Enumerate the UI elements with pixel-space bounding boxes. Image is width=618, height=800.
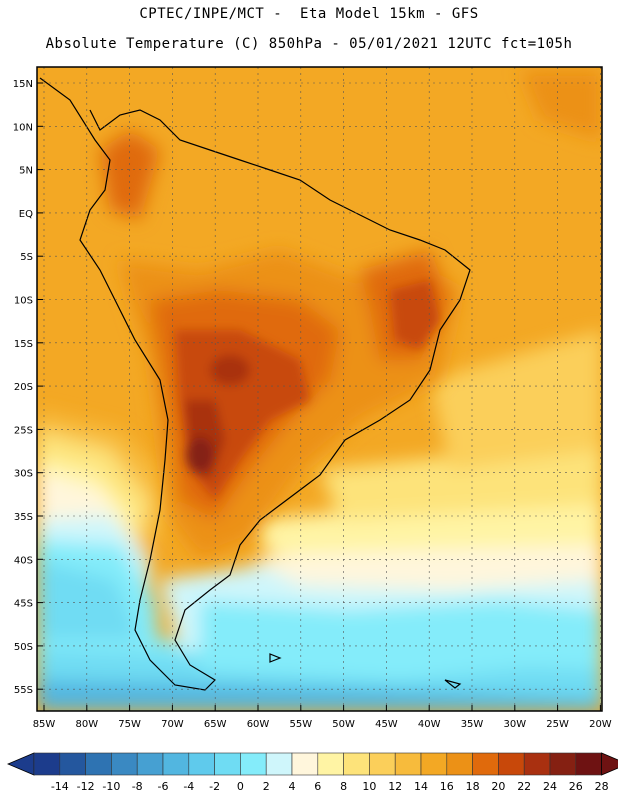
legend-swatch — [369, 752, 396, 776]
legend-swatch — [111, 752, 138, 776]
lon-label: 70W — [161, 719, 184, 730]
temperature-map: 15N 10N 5N EQ 5S 10S 15S 20S 25S 30S 35S 40S 45S 50S 5… — [13, 66, 612, 730]
legend-swatch — [343, 752, 370, 776]
title-line-2: Absolute Temperature (C) 850hPa - 05/01/… — [45, 36, 573, 52]
legend-swatch — [214, 752, 241, 776]
legend-label: 26 — [569, 780, 583, 793]
lon-label: 65W — [204, 719, 227, 730]
lon-label: 35W — [461, 719, 484, 730]
legend-label: -2 — [209, 780, 220, 793]
legend-label: 18 — [466, 780, 480, 793]
lat-label: 50S — [14, 642, 33, 653]
lat-label: 30S — [14, 469, 33, 480]
legend-arrow-right — [601, 752, 618, 776]
coastlines — [39, 77, 471, 691]
legend-swatch — [265, 752, 293, 776]
lat-label: 10N — [13, 122, 33, 133]
legend-swatch — [472, 752, 499, 776]
lat-label: 55S — [14, 685, 33, 696]
legend-swatch — [523, 752, 551, 776]
legend-label: 22 — [517, 780, 531, 793]
legend-swatch — [136, 752, 164, 776]
legend-label: 28 — [595, 780, 609, 793]
lat-label: 5S — [20, 252, 33, 263]
legend-label: 20 — [491, 780, 505, 793]
lon-label: 75W — [118, 719, 141, 730]
lat-label: 40S — [14, 555, 33, 566]
legend-swatch — [291, 752, 319, 776]
legend-label: 14 — [414, 780, 428, 793]
color-legend: -14 -12 -10 -8 -6 -4 -2 0 2 4 6 8 10 12 14 16 18 20 22 24 26… — [6, 752, 618, 793]
lat-label: 10S — [14, 296, 33, 307]
legend-swatch — [188, 752, 215, 776]
graticule — [37, 67, 602, 711]
lat-label: 35S — [14, 512, 33, 523]
legend-label: 24 — [543, 780, 557, 793]
latitude-labels: 15N 10N 5N EQ 5S 10S 15S 20S 25S 30S 35S 40S 45S 50S 5… — [13, 79, 33, 696]
legend-label: 10 — [362, 780, 376, 793]
title-line-1: CPTEC/INPE/MCT - Eta Model 15km - GFS — [139, 6, 479, 22]
legend-swatch — [575, 752, 602, 776]
legend-label: -8 — [132, 780, 143, 793]
lon-label: 80W — [75, 719, 98, 730]
legend-swatch — [446, 752, 473, 776]
lat-label: 20S — [14, 382, 33, 393]
lon-label: 40W — [418, 719, 441, 730]
legend-swatch — [33, 752, 61, 776]
legend-label: 6 — [314, 780, 321, 793]
legend-swatch — [59, 752, 86, 776]
longitude-labels: 85W 80W 75W 70W 65W 60W 55W 50W 45W 40W 35W 30W 25W 2… — [33, 719, 612, 730]
legend-label: 8 — [340, 780, 347, 793]
lon-label: 45W — [375, 719, 398, 730]
lon-label: 60W — [247, 719, 270, 730]
legend-label: 0 — [237, 780, 244, 793]
legend-swatch — [162, 752, 190, 776]
lat-label: 15S — [14, 339, 33, 350]
lon-label: 25W — [546, 719, 569, 730]
legend-swatch — [394, 752, 422, 776]
legend-label: 16 — [440, 780, 454, 793]
legend-label: -14 — [51, 780, 69, 793]
lat-label: 25S — [14, 425, 33, 436]
legend-swatch — [240, 752, 267, 776]
lat-label: 45S — [14, 599, 33, 610]
legend-swatch — [549, 752, 577, 776]
legend-label: 12 — [388, 780, 402, 793]
legend-label: -4 — [183, 780, 194, 793]
lon-label: 50W — [332, 719, 355, 730]
map-frame — [36, 66, 603, 712]
legend-label: 2 — [263, 780, 270, 793]
lon-label: 55W — [289, 719, 312, 730]
lon-label: 20W — [589, 719, 612, 730]
lon-label: 85W — [33, 719, 56, 730]
legend-arrow-left — [6, 752, 35, 776]
legend-label: -12 — [77, 780, 95, 793]
lat-label: EQ — [19, 209, 33, 220]
lat-label: 15N — [13, 79, 33, 90]
lon-label: 30W — [503, 719, 526, 730]
temperature-field — [37, 67, 602, 711]
legend-label: 4 — [289, 780, 296, 793]
lat-label: 5N — [19, 166, 33, 177]
legend-swatch — [420, 752, 448, 776]
legend-label: -6 — [158, 780, 169, 793]
legend-swatch — [85, 752, 112, 776]
legend-swatch — [498, 752, 525, 776]
legend-label: -10 — [102, 780, 120, 793]
legend-swatch — [317, 752, 344, 776]
